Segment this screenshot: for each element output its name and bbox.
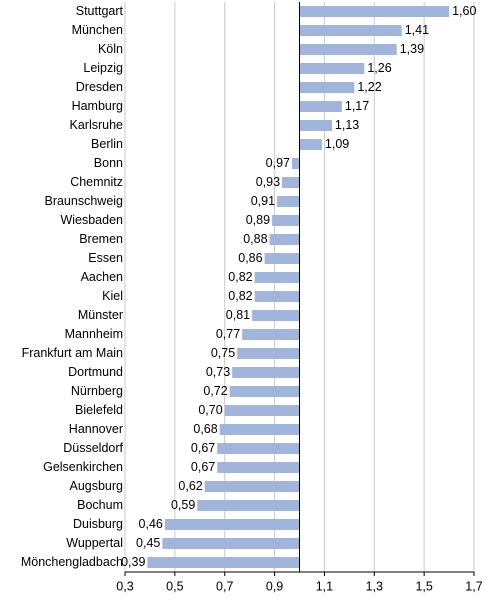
bar: [217, 462, 300, 473]
y-tick-label: Bremen: [79, 232, 123, 246]
bar: [299, 6, 450, 17]
bar: [299, 101, 342, 112]
x-tick-label: 0,9: [266, 579, 283, 593]
value-label: 0,81: [226, 308, 250, 322]
bar: [237, 348, 300, 359]
value-label: 0,68: [193, 422, 217, 436]
value-label: 0,62: [178, 479, 202, 493]
y-tick-label: Gelsenkirchen: [43, 460, 123, 474]
x-tick-label: 1,7: [465, 579, 482, 593]
value-label: 0,67: [191, 460, 215, 474]
bar: [299, 139, 322, 150]
y-tick-label: München: [72, 23, 123, 37]
value-label: 0,97: [266, 156, 290, 170]
value-label: 1,22: [357, 80, 381, 94]
y-tick-label: Bochum: [77, 498, 123, 512]
y-tick-label: Hannover: [69, 422, 123, 436]
bar: [147, 557, 300, 568]
bar: [299, 82, 355, 93]
value-label: 0,77: [216, 327, 240, 341]
value-label: 1,60: [452, 4, 476, 18]
bar: [264, 253, 300, 264]
value-label: 0,45: [136, 536, 160, 550]
bar: [299, 63, 365, 74]
y-tick-label: Dresden: [76, 80, 123, 94]
y-tick-label: Düsseldorf: [63, 441, 123, 455]
y-tick-label: Bielefeld: [75, 403, 123, 417]
y-tick-label: Stuttgart: [76, 4, 124, 18]
y-tick-label: Kiel: [102, 289, 123, 303]
bar: [232, 367, 300, 378]
bar: [269, 234, 300, 245]
value-label: 0,70: [198, 403, 222, 417]
value-label: 0,39: [121, 555, 145, 569]
value-label: 1,17: [345, 99, 369, 113]
value-label: 1,09: [325, 137, 349, 151]
value-label: 0,82: [228, 270, 252, 284]
y-tick-label: Leipzig: [83, 61, 123, 75]
bar: [254, 272, 300, 283]
value-label: 0,72: [203, 384, 227, 398]
y-tick-label: Mannheim: [65, 327, 123, 341]
bar: [254, 291, 300, 302]
bar: [164, 519, 300, 530]
value-label: 0,46: [139, 517, 163, 531]
value-label: 0,59: [171, 498, 195, 512]
bar: [217, 443, 300, 454]
value-label: 0,86: [238, 251, 262, 265]
y-tick-label: Essen: [88, 251, 123, 265]
value-label: 1,41: [405, 23, 429, 37]
y-tick-label: Chemnitz: [70, 175, 123, 189]
bar: [224, 405, 300, 416]
x-tick-label: 1,5: [415, 579, 432, 593]
x-tick-label: 0,3: [116, 579, 133, 593]
y-tick-label: Augsburg: [69, 479, 123, 493]
bar: [277, 196, 300, 207]
bar: [299, 120, 332, 131]
y-tick-label: Hamburg: [72, 99, 123, 113]
bar: [299, 25, 402, 36]
value-label: 0,88: [243, 232, 267, 246]
bar: [292, 158, 300, 169]
y-tick-label: Duisburg: [73, 517, 123, 531]
y-tick-label: Mönchengladbach: [21, 555, 123, 569]
value-label: 1,13: [335, 118, 359, 132]
bar: [299, 44, 397, 55]
bar: [282, 177, 300, 188]
value-label: 0,82: [228, 289, 252, 303]
value-label: 0,89: [246, 213, 270, 227]
value-label: 0,91: [251, 194, 275, 208]
y-tick-label: Frankfurt am Main: [22, 346, 123, 360]
y-tick-label: Bonn: [94, 156, 123, 170]
bar: [229, 386, 300, 397]
value-label: 1,39: [400, 42, 424, 56]
y-tick-label: Köln: [98, 42, 123, 56]
y-tick-label: Berlin: [91, 137, 123, 151]
x-tick-label: 0,7: [216, 579, 233, 593]
bar: [197, 500, 300, 511]
y-tick-label: Braunschweig: [44, 194, 123, 208]
bar: [204, 481, 300, 492]
y-tick-label: Karlsruhe: [70, 118, 124, 132]
value-label: 0,75: [211, 346, 235, 360]
bar: [162, 538, 300, 549]
value-label: 1,26: [367, 61, 391, 75]
bar: [252, 310, 300, 321]
x-tick-label: 1,1: [316, 579, 333, 593]
y-tick-label: Wiesbaden: [60, 213, 123, 227]
y-tick-label: Nürnberg: [71, 384, 123, 398]
x-tick-label: 1,3: [366, 579, 383, 593]
y-tick-label: Dortmund: [68, 365, 123, 379]
y-tick-label: Münster: [78, 308, 123, 322]
y-tick-label: Wuppertal: [66, 536, 123, 550]
value-label: 0,93: [256, 175, 280, 189]
value-label: 0,67: [191, 441, 215, 455]
bar: [242, 329, 300, 340]
bar: [272, 215, 300, 226]
bar: [219, 424, 300, 435]
value-label: 0,73: [206, 365, 230, 379]
x-tick-label: 0,5: [166, 579, 183, 593]
y-tick-label: Aachen: [81, 270, 123, 284]
